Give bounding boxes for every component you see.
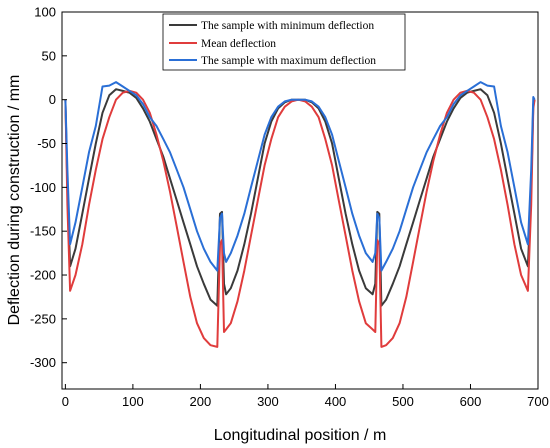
legend-box xyxy=(162,13,406,71)
plot-frame xyxy=(61,11,539,390)
y-tick-label: -50 xyxy=(37,136,56,151)
series-line-1 xyxy=(64,89,536,348)
legend-label-min: The sample with minimum deflection xyxy=(201,20,374,32)
x-tick-label: 300 xyxy=(257,394,279,409)
y-tick-label: -300 xyxy=(30,355,56,370)
x-tick-label: 500 xyxy=(392,394,414,409)
x-tick-label: 100 xyxy=(122,394,144,409)
y-axis-ticks: 100 50 0 -50 -100 -150 -200 -250 -300 xyxy=(30,5,67,370)
y-tick-label: 0 xyxy=(49,92,56,107)
y-tick-label: 50 xyxy=(42,48,56,63)
series-line-2 xyxy=(64,81,536,272)
x-axis-ticks: 0 100 200 300 400 500 600 700 xyxy=(62,384,549,409)
y-axis-label: Deflection during construction / mm xyxy=(6,75,23,326)
x-tick-label: 200 xyxy=(190,394,212,409)
x-tick-label: 0 xyxy=(62,394,69,409)
series-line-0 xyxy=(64,88,536,307)
x-axis-label: Longitudinal position / m xyxy=(214,427,387,444)
series-layer xyxy=(64,81,536,348)
y-tick-label: -100 xyxy=(30,180,56,195)
x-tick-label: 600 xyxy=(460,394,482,409)
legend-label-mean: Mean deflection xyxy=(201,38,276,50)
legend-label-max: The sample with maximum deflection xyxy=(201,55,376,67)
y-tick-label: -150 xyxy=(30,224,56,239)
x-tick-label: 400 xyxy=(325,394,347,409)
x-tick-label: 700 xyxy=(527,394,549,409)
y-tick-label: 100 xyxy=(34,5,56,20)
legend: The sample with minimum deflection Mean … xyxy=(162,13,406,71)
y-tick-label: -250 xyxy=(30,311,56,326)
y-tick-label: -200 xyxy=(30,268,56,283)
